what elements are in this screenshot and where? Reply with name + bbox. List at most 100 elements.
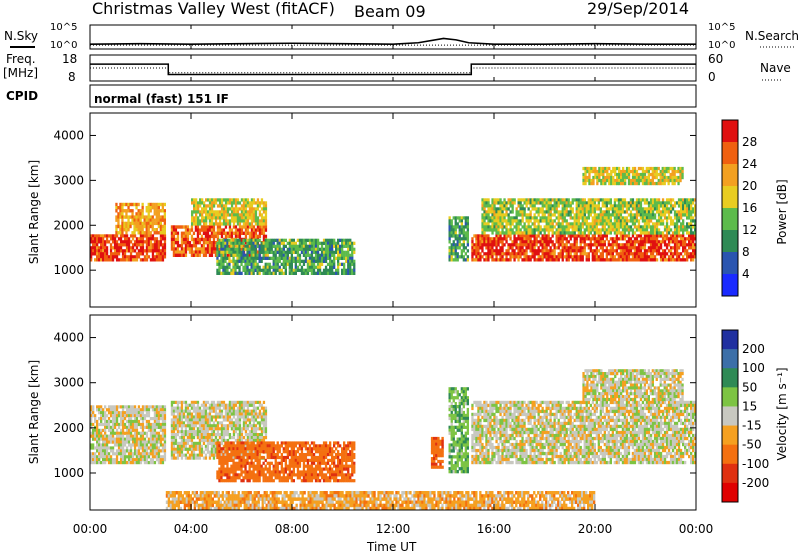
power-cell — [635, 216, 639, 220]
power-cell — [519, 243, 522, 247]
velocity-cell — [121, 419, 125, 424]
power-cell — [163, 221, 166, 226]
power-cell — [312, 265, 316, 269]
power-cell — [294, 250, 297, 254]
power-cell — [547, 252, 550, 256]
velocity-cell — [129, 437, 133, 441]
velocity-cell — [184, 409, 188, 413]
power-cell — [517, 255, 520, 259]
power-cell — [607, 258, 610, 262]
power-cell — [533, 216, 536, 220]
power-cell — [234, 271, 237, 275]
power-cell — [224, 210, 228, 214]
freq-unit-label: [MHz] — [3, 66, 38, 80]
power-cell — [541, 207, 544, 211]
power-cell — [320, 241, 324, 245]
velocity-cell — [129, 428, 133, 432]
power-cell — [577, 219, 580, 223]
power-cell — [137, 221, 140, 226]
power-cell — [256, 234, 260, 239]
power-cell — [137, 209, 140, 213]
power-cell — [489, 210, 492, 214]
power-cell — [517, 237, 520, 241]
power-cell — [195, 219, 198, 223]
power-cell — [186, 228, 190, 232]
power-cell — [521, 237, 524, 241]
power-cell — [575, 234, 578, 238]
power-cell — [633, 243, 637, 247]
power-cell — [125, 228, 128, 232]
power-cell — [218, 201, 222, 205]
power-cell — [282, 241, 285, 245]
power-cell — [320, 262, 324, 266]
velocity-cell — [117, 452, 121, 456]
power-cell — [690, 213, 693, 217]
power-cell — [663, 169, 666, 174]
power-cell — [466, 258, 469, 262]
power-cell — [690, 225, 693, 229]
velocity-cell — [180, 456, 184, 460]
power-cell — [123, 234, 127, 238]
power-cell — [575, 252, 578, 256]
power-cell — [92, 237, 95, 241]
power-cell — [329, 265, 332, 269]
velocity-cell — [151, 428, 155, 432]
power-cell — [238, 244, 241, 248]
power-cell — [607, 210, 610, 214]
power-cell — [121, 243, 125, 247]
power-cell — [153, 249, 157, 253]
velocity-cell — [161, 461, 165, 465]
velocity-cell — [145, 449, 149, 453]
power-cell — [312, 259, 316, 263]
power-cell — [615, 240, 618, 244]
velocity-cell — [131, 405, 135, 409]
power-cell — [611, 252, 614, 256]
power-cell — [149, 246, 153, 250]
power-cell — [675, 234, 679, 238]
velocity-cell — [98, 437, 101, 441]
power-cell — [581, 198, 584, 202]
power-cell — [196, 234, 200, 239]
power-cell — [94, 246, 97, 250]
power-cell — [539, 198, 542, 202]
power-cell — [216, 256, 219, 260]
velocity-cell — [139, 461, 143, 465]
power-cell — [523, 258, 526, 262]
power-cell — [551, 249, 554, 253]
power-cell — [615, 222, 619, 226]
power-cell — [192, 237, 196, 242]
power-cell — [487, 222, 490, 226]
power-cell — [619, 234, 623, 238]
power-cell — [641, 178, 645, 183]
power-cell — [637, 213, 641, 217]
power-cell — [539, 258, 542, 262]
velocity-cell — [90, 452, 93, 456]
power-cell — [335, 271, 338, 275]
power-cell — [692, 201, 695, 205]
power-cell — [611, 255, 614, 259]
power-cell — [345, 271, 348, 275]
power-cell — [669, 240, 673, 244]
power-cell — [448, 228, 451, 232]
power-cell — [555, 204, 558, 208]
power-cell — [252, 238, 255, 242]
power-cell — [533, 234, 536, 238]
velocity-cell — [145, 422, 149, 427]
power-cell — [149, 206, 152, 210]
power-cell — [306, 268, 310, 272]
velocity-cell — [147, 408, 151, 412]
power-cell — [583, 240, 586, 244]
power-cell — [131, 255, 135, 259]
power-cell — [675, 213, 679, 217]
power-cell — [252, 216, 256, 220]
power-cell — [525, 252, 528, 256]
power-cell — [499, 210, 502, 214]
velocity-cell — [117, 446, 121, 450]
power-cell — [262, 250, 265, 254]
power-cell — [663, 166, 666, 171]
power-cell — [571, 255, 574, 259]
power-cell — [310, 271, 314, 275]
power-cell — [585, 201, 588, 205]
power-cell — [258, 238, 261, 242]
velocity-cell — [109, 455, 113, 459]
